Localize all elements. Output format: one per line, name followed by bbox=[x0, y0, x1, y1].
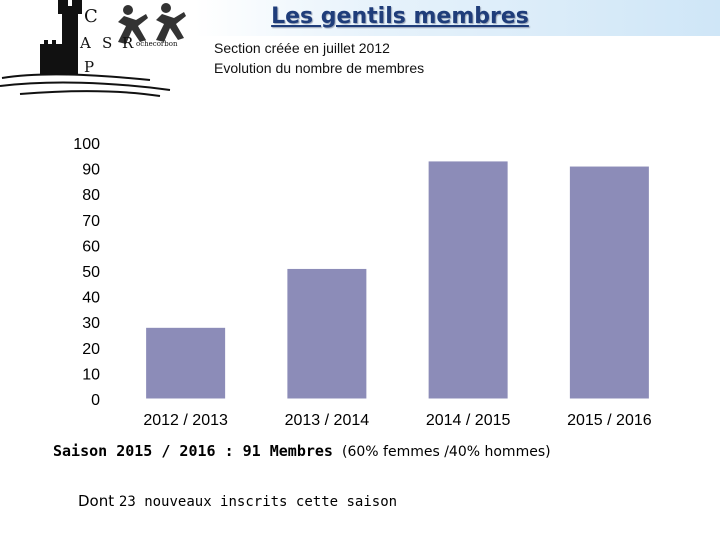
bar-2013-2014 bbox=[286, 267, 368, 400]
x-tick-label: 2013 / 2014 bbox=[285, 412, 370, 429]
y-tick-label: 40 bbox=[82, 290, 100, 307]
logo-letter-s: S bbox=[102, 34, 112, 52]
bars bbox=[145, 160, 650, 400]
y-tick-label: 50 bbox=[82, 264, 100, 281]
y-tick-label: 30 bbox=[82, 315, 100, 332]
x-tick-label: 2012 / 2013 bbox=[143, 412, 228, 429]
club-logo: C A S R ochecorbon P bbox=[0, 0, 186, 97]
x-tick-label: 2014 / 2015 bbox=[426, 412, 511, 429]
bar-2014-2015 bbox=[427, 160, 509, 400]
y-axis-ticks: 0 10 20 30 40 50 60 70 80 90 100 bbox=[73, 136, 100, 409]
y-tick-label: 70 bbox=[82, 213, 100, 230]
castle-icon bbox=[40, 0, 82, 74]
season-summary: Saison 2015 / 2016 : 91 Membres (60% fem… bbox=[53, 442, 551, 460]
y-tick-label: 10 bbox=[82, 366, 100, 383]
new-members-note: Dont 23 nouveaux inscrits cette saison bbox=[78, 492, 397, 510]
new-members-note-bold: Dont bbox=[78, 492, 115, 510]
season-summary-gender-split: (60% femmes /40% hommes) bbox=[342, 444, 551, 460]
y-tick-label: 20 bbox=[82, 341, 100, 358]
y-tick-label: 60 bbox=[82, 238, 100, 255]
title-bar bbox=[195, 0, 720, 36]
bar-2012-2013 bbox=[145, 326, 227, 400]
river-icon bbox=[0, 73, 171, 97]
logo-text: ochecorbon bbox=[136, 40, 178, 48]
x-tick-label: 2015 / 2016 bbox=[567, 412, 652, 429]
logo-letter-p: P bbox=[84, 58, 94, 76]
y-tick-label: 0 bbox=[91, 392, 100, 409]
page-title: Les gentils membres bbox=[271, 4, 529, 29]
logo-letter-c: C bbox=[84, 6, 98, 27]
bar-2015-2016 bbox=[568, 165, 650, 400]
subtitle-line-1: Section créée en juillet 2012 bbox=[214, 40, 390, 56]
y-tick-label: 80 bbox=[82, 187, 100, 204]
y-tick-label: 90 bbox=[82, 162, 100, 179]
logo-letter-r: R bbox=[122, 34, 134, 52]
logo-letter-a: A bbox=[79, 34, 91, 52]
y-tick-label: 100 bbox=[73, 136, 100, 153]
subtitle-line-2: Evolution du nombre de membres bbox=[214, 60, 425, 76]
runners-icon bbox=[118, 3, 186, 44]
x-axis-ticks: 2012 / 2013 2013 / 2014 2014 / 2015 2015 / … bbox=[143, 412, 651, 429]
season-summary-bold: Saison 2015 / 2016 : 91 Membres bbox=[53, 442, 333, 460]
new-members-note-text: 23 nouveaux inscrits cette saison bbox=[118, 494, 398, 510]
